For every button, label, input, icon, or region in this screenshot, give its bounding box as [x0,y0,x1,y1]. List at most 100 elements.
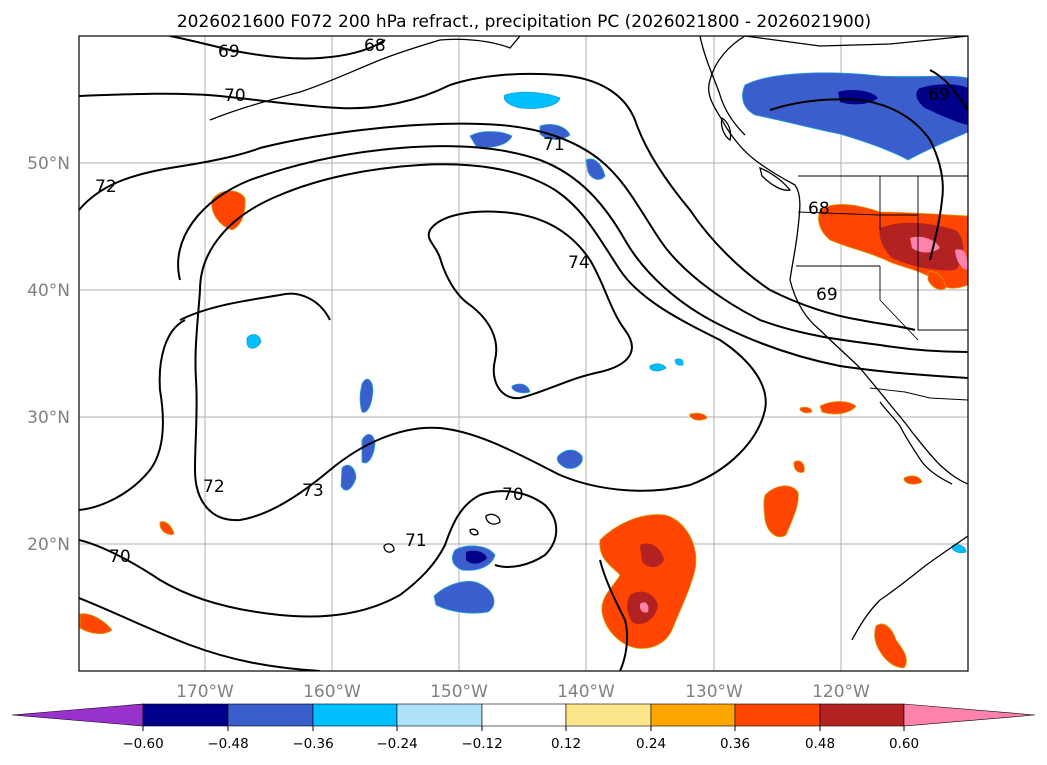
contour-72-west [79,122,968,353]
red-patch-4 [79,613,113,634]
coast-mexico-mainland [851,535,968,641]
contour-72-south [79,319,186,511]
island-haida-gwaii [720,116,732,142]
blue-patch-3 [361,434,376,464]
lat-label-40n: 40°N [27,281,70,301]
contour-label: 74 [568,253,590,273]
latitude-axis-labels: 50°N 40°N 30°N 20°N [27,154,70,555]
contour-70-south [79,597,321,671]
contour-73-ring [177,145,968,379]
contour-label: 70 [224,86,246,106]
red-patch-7 [689,412,708,421]
contour-mexico-coast [599,559,629,671]
blue-patch-2 [359,378,374,413]
graticule [79,36,968,671]
blue-patch-4 [340,464,357,491]
lon-label-150w: 150°W [430,682,488,702]
blue-patch-11 [951,544,967,554]
colorbar-swatch [312,703,398,727]
colorbar-tick-label: −0.36 [292,736,333,752]
colorbar-tick-label: −0.60 [122,736,163,752]
island-hawaii-2 [469,528,479,536]
blue-patch-alaska-3 [539,124,571,140]
red-patch-6 [819,401,857,415]
colorbar-swatch [565,703,652,727]
colorbar-swatch [396,703,483,727]
red-patch-2 [763,485,799,538]
colorbar-tick-label: 0.12 [551,736,581,752]
contour-69-north [169,36,386,60]
contour-71-south [79,490,558,618]
lon-label-120w: 120°W [812,682,870,702]
border-nevada-utah [917,215,968,331]
contour-label: 68 [808,199,830,219]
red-patch-3 [874,623,907,669]
contour-label: 71 [543,135,565,155]
red-patch-mexico [599,514,697,649]
contour-69-bc [929,69,968,111]
contour-label: 69 [928,85,950,105]
colorbar-tick-label: 0.36 [720,736,750,752]
figure-title: 2026021600 F072 200 hPa refract., precip… [177,12,871,32]
coastlines [209,36,968,641]
navy-core-canada [916,84,968,125]
lat-label-50n: 50°N [27,154,70,174]
contour-label: 69 [218,42,240,62]
contour-label-group: 69 68 70 71 72 74 68 69 69 72 73 70 71 7… [95,36,950,567]
island-hawaii-3 [383,543,395,553]
colorbar-swatch [650,703,736,727]
negative-anomaly-fills [246,72,968,614]
lon-label-170w: 170°W [176,682,234,702]
colorbar-tick-label: −0.48 [207,736,248,752]
colorbar-tick-label: 0.60 [889,736,919,752]
colorbar-swatch [734,703,821,727]
blue-patch-bc [585,158,606,180]
island-vancouver [759,166,792,191]
red-patch-8 [903,475,923,485]
blue-patch-1 [246,334,262,349]
colorbar-swatch-under [11,703,144,727]
political-borders [796,175,968,401]
island-hawaii-1 [485,513,501,525]
contour-outer-sw [179,292,331,321]
contour-label: 68 [364,36,386,56]
pink-patch-mexico [639,602,649,613]
contour-label: 70 [502,485,524,505]
red-patch-11 [799,406,813,414]
colorbar-tick-marks [142,726,905,731]
blue-patch-10 [674,358,684,366]
lon-label-140w: 140°W [557,682,615,702]
contour-70-canada [769,98,944,261]
contour-label: 72 [203,477,225,497]
blue-patch-canada [742,72,968,161]
blue-patch-alaska-1 [503,91,561,109]
colorbar-swatch [142,703,229,727]
lon-label-130w: 130°W [685,682,743,702]
red-patch-9 [793,460,805,473]
coast-baja-gulf [879,401,953,485]
colorbar-swatch [227,703,314,727]
blue-patch-8 [649,363,667,372]
longitude-axis-labels: 170°W 160°W 150°W 140°W 130°W 120°W [176,682,870,702]
border-california-nevada [879,266,919,341]
contour-74-closed [193,163,767,522]
pink-patch-pacnw-2 [955,249,968,270]
colorbar-tick-label: −0.24 [376,736,417,752]
coast-alaska-south [209,36,521,121]
contour-label: 72 [95,177,117,197]
contour-label: 69 [816,285,838,305]
contour-label: 73 [302,481,324,501]
lon-label-160w: 160°W [303,682,361,702]
border-idaho [879,176,918,216]
lat-label-30n: 30°N [27,408,70,428]
darkred-patch-mexico [640,543,664,568]
colorbar-swatch [481,703,567,727]
colorbar-tick-label: 0.24 [636,736,666,752]
blue-patch-7 [556,449,583,469]
red-patch-5 [159,521,175,535]
lat-label-20n: 20°N [27,535,70,555]
contour-label: 70 [109,547,131,567]
contour-label: 71 [405,531,427,551]
refractivity-contours [79,36,968,671]
